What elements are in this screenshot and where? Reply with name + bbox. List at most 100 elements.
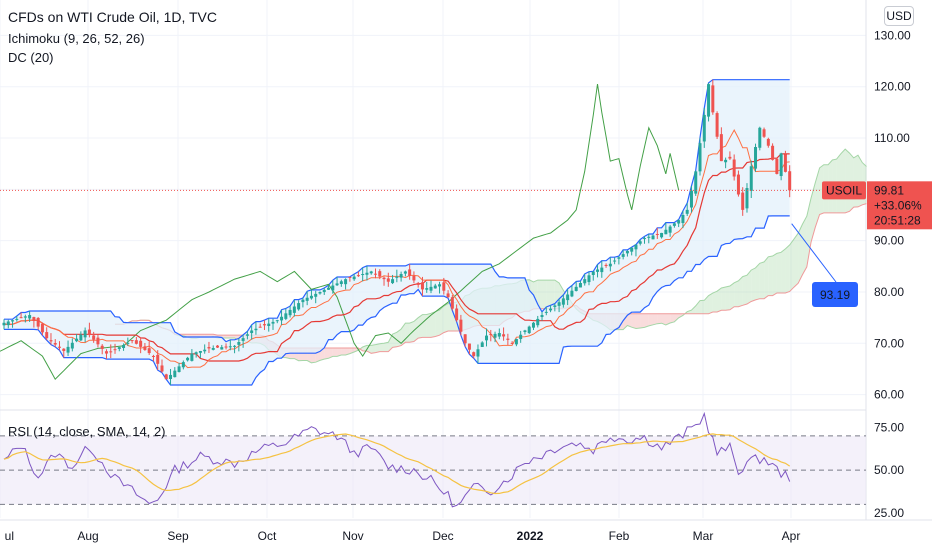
candle-body bbox=[70, 342, 74, 349]
cloud-segment bbox=[435, 310, 440, 337]
cloud-segment bbox=[768, 256, 773, 296]
candle-body bbox=[134, 340, 138, 344]
candle-body bbox=[344, 279, 348, 285]
candle-body bbox=[156, 354, 160, 364]
cloud-segment bbox=[665, 313, 671, 325]
candle-body bbox=[169, 374, 173, 379]
candle-body bbox=[788, 171, 792, 191]
candle-body bbox=[382, 277, 386, 280]
cloud-segment bbox=[755, 263, 760, 300]
candle-body bbox=[540, 315, 544, 317]
price-axis-label: 110.00 bbox=[874, 131, 910, 145]
candle-body bbox=[660, 232, 664, 238]
candle-body bbox=[596, 269, 600, 272]
candle-body bbox=[643, 238, 646, 240]
candle-body bbox=[694, 171, 698, 194]
cloud-segment bbox=[384, 342, 389, 352]
cloud-segment bbox=[670, 313, 675, 323]
candle-body bbox=[228, 346, 232, 348]
candle-body bbox=[79, 334, 83, 341]
candle-body bbox=[267, 323, 271, 326]
time-axis-label: Oct bbox=[258, 529, 277, 543]
cloud-segment bbox=[674, 313, 679, 322]
cloud-segment bbox=[371, 344, 376, 354]
cloud-segment bbox=[542, 280, 547, 309]
cloud-segment bbox=[226, 335, 231, 338]
candle-body bbox=[130, 340, 134, 342]
cloud-segment bbox=[708, 293, 713, 314]
cloud-segment bbox=[695, 300, 701, 314]
candle-body bbox=[378, 271, 382, 277]
cloud-segment bbox=[776, 252, 782, 294]
time-axis-label: Dec bbox=[432, 529, 453, 543]
candle-body bbox=[625, 250, 629, 254]
candle-body bbox=[399, 274, 403, 278]
cloud-segment bbox=[742, 275, 747, 306]
candle-body bbox=[557, 302, 561, 306]
candle-body bbox=[617, 257, 621, 259]
candle-body bbox=[771, 145, 775, 160]
candle-body bbox=[608, 263, 612, 267]
candle-body bbox=[531, 322, 535, 328]
candle-body bbox=[591, 271, 595, 275]
candle-body bbox=[523, 330, 527, 333]
cloud-segment bbox=[546, 280, 551, 309]
cloud-segment bbox=[640, 313, 645, 329]
cloud-segment bbox=[793, 233, 799, 288]
price-axis-label: 90.00 bbox=[874, 234, 904, 248]
candle-body bbox=[262, 324, 266, 326]
candle-body bbox=[164, 374, 168, 380]
cloud-segment bbox=[704, 295, 709, 314]
candle-body bbox=[58, 346, 62, 348]
candle-body bbox=[519, 334, 523, 340]
candle-body bbox=[23, 316, 27, 318]
candle-body bbox=[719, 134, 723, 162]
donchian-legend[interactable]: DC (20) bbox=[8, 50, 54, 65]
candle-body bbox=[485, 335, 489, 341]
candle-body bbox=[327, 287, 331, 290]
rsi-legend[interactable]: RSI (14, close, SMA, 14, 2) bbox=[8, 424, 166, 439]
candle-body bbox=[275, 320, 279, 322]
candle-body bbox=[352, 276, 356, 280]
candle-body bbox=[724, 159, 728, 163]
candle-body bbox=[28, 315, 32, 319]
candle-body bbox=[284, 313, 288, 319]
cloud-segment bbox=[738, 276, 743, 307]
ichimoku-legend[interactable]: Ichimoku (9, 26, 52, 26) bbox=[8, 31, 145, 46]
candle-body bbox=[211, 347, 215, 350]
candle-body bbox=[361, 274, 365, 276]
cloud-segment bbox=[418, 314, 423, 339]
rsi-axis-label: 75.00 bbox=[874, 420, 904, 434]
cloud-segment bbox=[853, 155, 858, 208]
cloud-segment bbox=[815, 167, 820, 228]
price-axis-label: 70.00 bbox=[874, 336, 904, 350]
candle-body bbox=[100, 345, 104, 349]
cloud-segment bbox=[764, 256, 769, 299]
candle-body bbox=[779, 153, 783, 177]
currency-button[interactable]: USD bbox=[884, 6, 914, 26]
time-axis-label: ul bbox=[5, 529, 14, 543]
chart-title[interactable]: CFDs on WTI Crude Oil, 1D, TVC bbox=[8, 9, 218, 25]
candle-body bbox=[425, 288, 429, 290]
candle-body bbox=[480, 342, 484, 347]
candle-body bbox=[181, 362, 185, 368]
candle-body bbox=[62, 348, 66, 351]
candle-body bbox=[715, 113, 719, 137]
cloud-segment bbox=[687, 310, 692, 314]
candle-body bbox=[455, 308, 459, 321]
candle-body bbox=[578, 282, 582, 288]
kijun-line bbox=[4, 153, 790, 362]
candle-body bbox=[745, 188, 749, 209]
candle-body bbox=[83, 330, 87, 338]
candle-body bbox=[160, 365, 164, 372]
candle-body bbox=[318, 291, 322, 294]
candlestick-series bbox=[2, 79, 792, 386]
candle-body bbox=[258, 326, 262, 328]
candle-body bbox=[297, 303, 301, 310]
candle-body bbox=[574, 286, 578, 291]
candle-body bbox=[356, 275, 360, 277]
candle-body bbox=[438, 284, 442, 287]
price-axis-label: 80.00 bbox=[874, 285, 904, 299]
candle-body bbox=[681, 215, 685, 224]
